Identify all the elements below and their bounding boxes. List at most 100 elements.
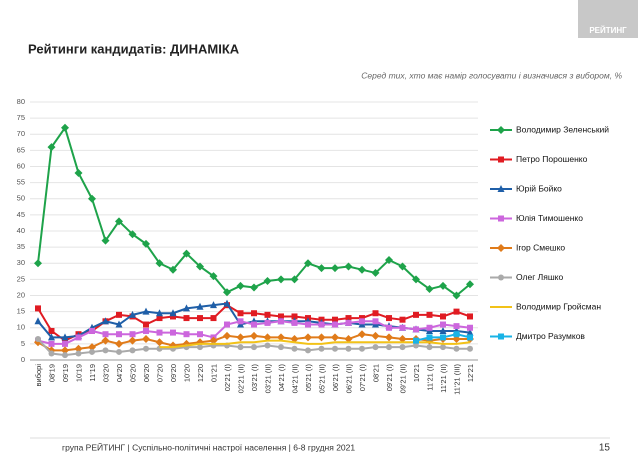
- data-point: [345, 315, 352, 322]
- data-point: [35, 336, 41, 343]
- data-point: [372, 318, 379, 325]
- data-point: [75, 350, 82, 357]
- data-point: [35, 305, 41, 312]
- data-point: [197, 315, 203, 322]
- data-point: [371, 268, 380, 277]
- data-point: [88, 194, 96, 203]
- logo-box: [578, 0, 638, 38]
- data-point: [291, 313, 298, 320]
- data-point: [197, 344, 203, 351]
- data-point: [142, 307, 150, 315]
- data-point: [34, 317, 42, 325]
- data-point: [156, 315, 163, 322]
- data-point: [372, 344, 379, 351]
- data-point: [359, 318, 365, 325]
- x-tick-label: 10'20: [182, 364, 191, 382]
- legend-label: Дмитро Разумков: [516, 331, 585, 341]
- data-point: [102, 347, 109, 354]
- x-tick-label: 10'21: [412, 364, 421, 382]
- x-tick-label: 09'20: [169, 364, 178, 382]
- data-point: [453, 308, 460, 315]
- data-point: [440, 344, 446, 351]
- y-tick-label: 75: [17, 113, 25, 122]
- data-point: [47, 143, 56, 152]
- data-point: [251, 344, 257, 351]
- legend-label: Ігор Смешко: [516, 242, 565, 252]
- data-point: [223, 331, 231, 340]
- data-point: [305, 347, 311, 354]
- data-point: [48, 340, 55, 347]
- data-point: [115, 339, 123, 348]
- x-tick-label: 02'21 (II): [236, 364, 245, 394]
- data-point: [440, 334, 446, 341]
- data-point: [143, 327, 149, 334]
- data-point: [398, 335, 407, 344]
- data-point: [278, 318, 284, 325]
- data-point: [156, 309, 163, 317]
- x-tick-label: 11'21 (I): [425, 364, 434, 391]
- data-point: [372, 310, 379, 317]
- data-point: [89, 327, 95, 334]
- data-point: [345, 319, 352, 326]
- legend-label: Петро Порошенко: [516, 154, 588, 164]
- data-point: [129, 331, 136, 338]
- x-tick-label: 08'21: [371, 364, 380, 382]
- data-point: [182, 249, 191, 258]
- data-point: [413, 342, 419, 349]
- y-tick-label: 60: [17, 161, 25, 170]
- data-point: [129, 310, 136, 318]
- footer: група РЕЙТИНГ | Суспільно-політичні наст…: [62, 441, 355, 452]
- data-point: [277, 275, 285, 284]
- data-point: [129, 347, 136, 354]
- data-point: [317, 333, 326, 342]
- data-point: [278, 313, 284, 320]
- data-point: [467, 345, 473, 352]
- data-point: [439, 281, 447, 290]
- y-tick-label: 15: [17, 307, 25, 316]
- y-tick-label: 65: [17, 145, 25, 154]
- data-point: [89, 348, 95, 355]
- data-point: [304, 333, 312, 342]
- data-point: [183, 304, 190, 312]
- data-point: [155, 338, 164, 347]
- data-point: [453, 345, 460, 352]
- data-point: [359, 345, 365, 352]
- x-tick-label: 06'21 (I): [331, 363, 340, 391]
- data-point: [264, 311, 271, 318]
- data-point: [413, 337, 419, 344]
- data-point: [264, 319, 271, 326]
- data-point: [344, 262, 353, 271]
- data-point: [48, 333, 55, 341]
- data-point: [101, 236, 110, 245]
- x-tick-label: 11'19: [88, 364, 97, 382]
- x-tick-label: 06'21 (II): [344, 364, 353, 394]
- data-point: [425, 285, 434, 294]
- y-tick-label: 20: [17, 290, 25, 299]
- data-point: [426, 311, 433, 318]
- data-point: [290, 275, 299, 284]
- data-point: [61, 333, 69, 341]
- data-point: [251, 310, 257, 317]
- data-point: [399, 316, 406, 323]
- data-point: [102, 317, 109, 325]
- data-point: [116, 331, 122, 338]
- x-tick-label: 04'21 (II): [290, 364, 299, 394]
- data-point: [236, 281, 245, 290]
- x-tick-label: виборі: [34, 364, 43, 387]
- y-tick-label: 80: [17, 97, 25, 106]
- data-point: [116, 348, 122, 355]
- data-point: [128, 230, 137, 239]
- data-point: [412, 275, 420, 284]
- data-point: [385, 333, 393, 342]
- y-tick-label: 55: [17, 178, 25, 187]
- data-point: [48, 327, 55, 334]
- data-point: [143, 345, 149, 352]
- legend-marker: [498, 333, 504, 340]
- data-point: [466, 328, 474, 336]
- data-point: [183, 315, 190, 322]
- data-point: [332, 316, 338, 323]
- data-point: [332, 345, 338, 352]
- x-tick-label: 12'21: [466, 364, 475, 382]
- y-tick-label: 25: [17, 274, 25, 283]
